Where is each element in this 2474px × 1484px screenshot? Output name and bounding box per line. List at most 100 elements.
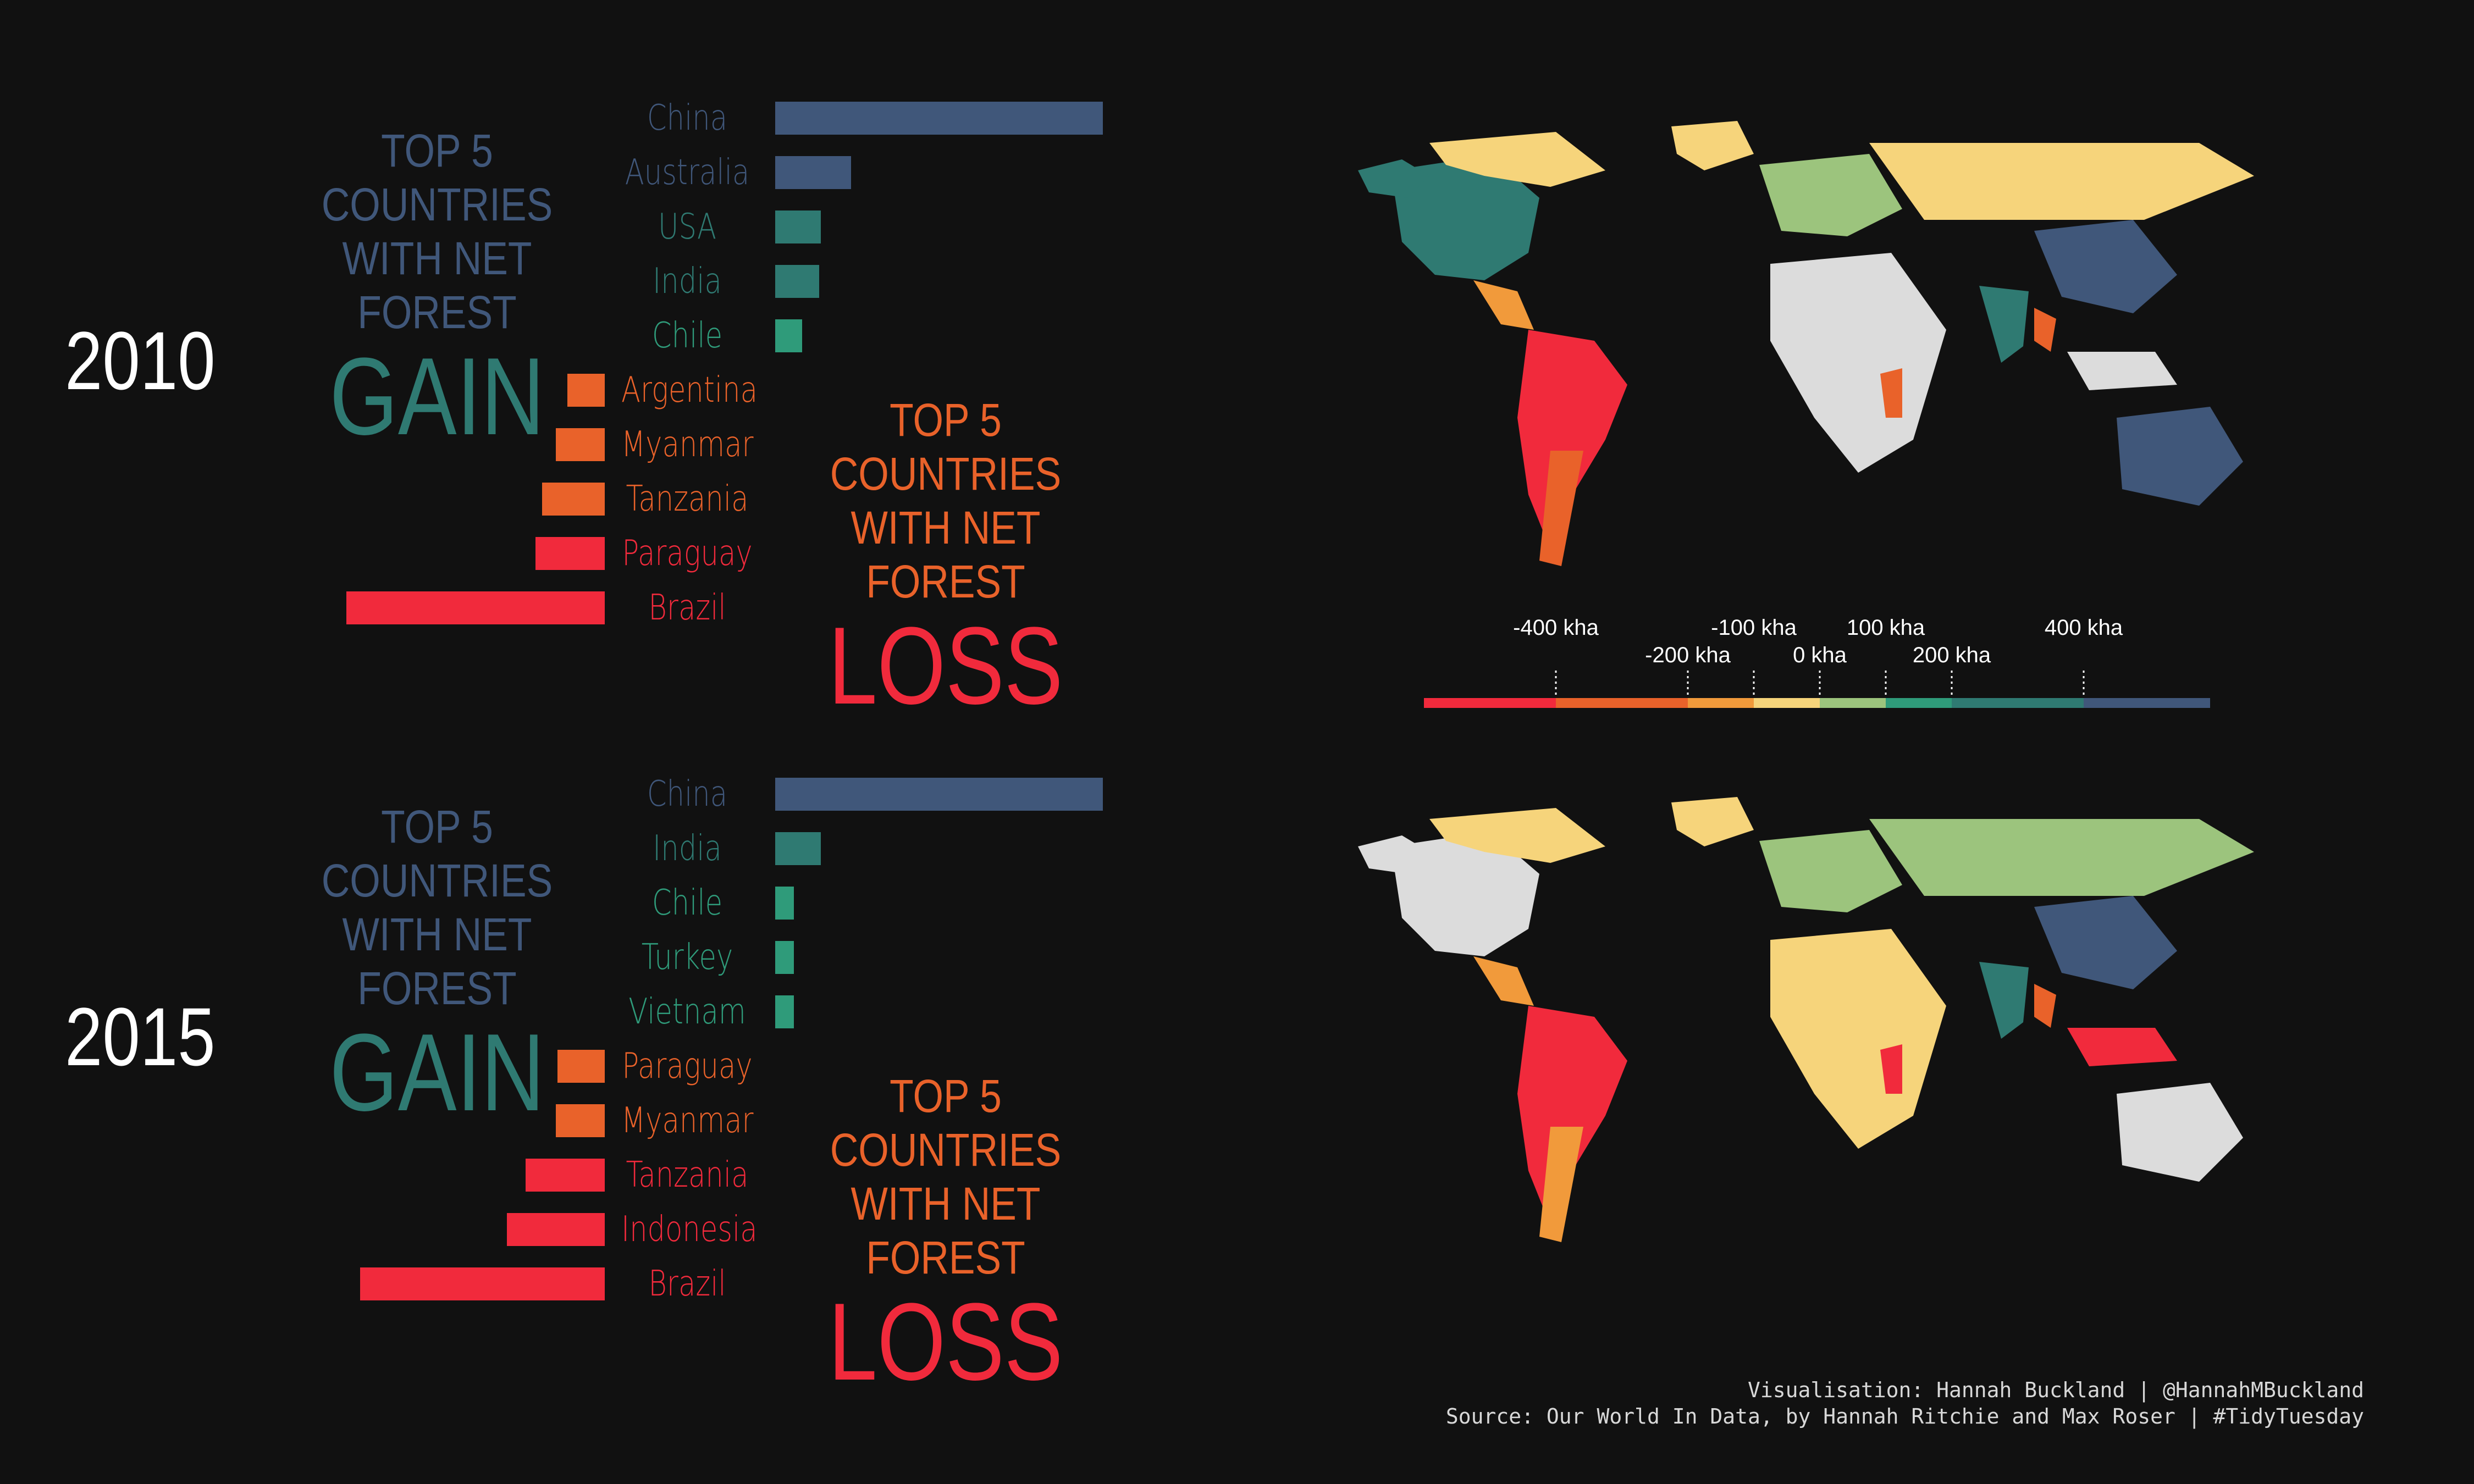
bar-india: [775, 265, 819, 298]
gain-word: GAIN: [329, 1011, 545, 1134]
legend-swatch: [1886, 698, 1952, 708]
map-indonesia: [2067, 352, 2177, 390]
gain-heading-line2: WITH NET FOREST: [342, 909, 532, 1014]
panel-2010: 2010 TOP 5 COUNTRIES WITH NET FOREST GAI…: [0, 0, 2474, 724]
bar-australia: [775, 156, 852, 189]
map-china: [2034, 896, 2177, 989]
map-greenland: [1671, 797, 1754, 846]
bar-india: [775, 832, 821, 865]
map-tanzania: [1880, 1044, 1902, 1094]
legend-swatch: [2084, 698, 2210, 708]
map-greenland: [1671, 121, 1754, 170]
year-label: 2015: [65, 990, 216, 1083]
loss-heading-line2: WITH NET FOREST: [851, 502, 1041, 607]
bar-brazil: [360, 1267, 605, 1300]
bar-label-argentina: Argentina: [621, 370, 758, 411]
map-central-america: [1473, 280, 1534, 330]
legend-swatch: [1754, 698, 1820, 708]
map-africa: [1770, 929, 1946, 1149]
credits: Visualisation: Hannah Buckland | @Hannah…: [1446, 1377, 2364, 1430]
bar-myanmar: [555, 1104, 605, 1137]
gain-heading-line2: WITH NET FOREST: [342, 232, 532, 338]
bar-brazil: [346, 591, 605, 624]
loss-heading: TOP 5 COUNTRIES WITH NET FOREST LOSS: [772, 1069, 1119, 1400]
map-india: [1979, 962, 2029, 1039]
bar-label-tanzania: Tanzania: [626, 479, 749, 519]
map-central-america: [1473, 956, 1534, 1006]
loss-heading-line1: TOP 5 COUNTRIES: [830, 1070, 1062, 1176]
bar-label-myanmar: Myanmar: [621, 424, 754, 465]
map-myanmar: [2034, 984, 2056, 1028]
bar-tanzania: [542, 483, 605, 516]
bar-label-paraguay: Paraguay: [622, 1046, 753, 1087]
world-map-2010: [1358, 121, 2254, 566]
map-australia: [2117, 407, 2243, 506]
map-south-america: [1517, 1006, 1627, 1226]
map-russia: [1869, 819, 2254, 896]
map-south-america: [1517, 330, 1627, 550]
map-canada: [1429, 808, 1605, 863]
legend-swatch: [1820, 698, 1886, 708]
loss-heading-line1: TOP 5 COUNTRIES: [830, 394, 1062, 500]
bar-label-australia: Australia: [625, 152, 750, 193]
map-russia: [1869, 143, 2254, 220]
bar-tanzania: [525, 1159, 605, 1192]
map-indonesia: [2067, 1028, 2177, 1066]
bar-myanmar: [555, 428, 605, 461]
bar-label-china: China: [647, 98, 728, 139]
bar-label-india: India: [653, 828, 722, 869]
map-tanzania: [1880, 368, 1902, 418]
bar-china: [775, 102, 1103, 135]
gain-word: GAIN: [329, 335, 545, 458]
bar-indonesia: [506, 1213, 605, 1246]
bar-china: [775, 778, 1103, 811]
map-europe: [1759, 830, 1902, 912]
legend-tick: -200 kha: [1645, 643, 1731, 667]
bar-label-india: India: [653, 261, 722, 302]
bar-chile: [775, 887, 794, 920]
map-argentina: [1539, 1127, 1583, 1242]
bar-label-indonesia: Indonesia: [621, 1209, 758, 1250]
bar-chile: [775, 319, 803, 352]
bar-label-brazil: Brazil: [648, 1264, 726, 1304]
bar-vietnam: [775, 995, 794, 1028]
bar-label-vietnam: Vietnam: [628, 992, 746, 1032]
bar-label-myanmar: Myanmar: [621, 1100, 754, 1141]
bar-argentina: [567, 374, 605, 407]
loss-word: LOSS: [828, 1281, 1063, 1403]
bar-label-tanzania: Tanzania: [626, 1155, 749, 1195]
gain-heading-line1: TOP 5 COUNTRIES: [321, 125, 553, 230]
map-canada: [1429, 132, 1605, 187]
bar-paraguay: [557, 1050, 605, 1083]
map-alaska: [1358, 835, 1429, 874]
legend-tick: 400 kha: [2045, 616, 2123, 640]
map-myanmar: [2034, 308, 2056, 352]
map-africa: [1770, 253, 1946, 473]
bar-label-usa: USA: [658, 207, 716, 247]
map-europe: [1759, 154, 1902, 236]
map-north-america: [1391, 162, 1539, 280]
gain-heading: TOP 5 COUNTRIES WITH NET FOREST GAIN: [275, 800, 599, 1131]
credit-line-1: Visualisation: Hannah Buckland | @Hannah…: [1747, 1378, 2364, 1402]
loss-heading-line2: WITH NET FOREST: [851, 1178, 1041, 1283]
legend-tick: 200 kha: [1913, 643, 1991, 667]
map-australia: [2117, 1083, 2243, 1182]
legend-tick: -400 kha: [1513, 616, 1599, 640]
loss-word: LOSS: [828, 605, 1063, 727]
bar-turkey: [775, 941, 794, 974]
color-legend: -400 kha -200 kha -100 kha 0 kha 100 kha…: [1424, 616, 2210, 708]
legend-tick: 100 kha: [1847, 616, 1925, 640]
legend-ticks: -400 kha -200 kha -100 kha 0 kha 100 kha…: [1513, 616, 2123, 667]
map-north-america: [1391, 838, 1539, 956]
bar-label-brazil: Brazil: [648, 588, 726, 628]
bar-label-chile: Chile: [651, 315, 723, 356]
map-argentina: [1539, 451, 1583, 566]
world-map-2015: [1358, 797, 2254, 1242]
legend-tick: 0 kha: [1793, 643, 1847, 667]
map-china: [2034, 220, 2177, 313]
bar-paraguay: [535, 537, 605, 570]
year-label: 2010: [65, 314, 216, 407]
legend-scale: [1424, 671, 2210, 708]
loss-heading: TOP 5 COUNTRIES WITH NET FOREST LOSS: [772, 393, 1119, 724]
gain-heading-line1: TOP 5 COUNTRIES: [321, 801, 553, 906]
